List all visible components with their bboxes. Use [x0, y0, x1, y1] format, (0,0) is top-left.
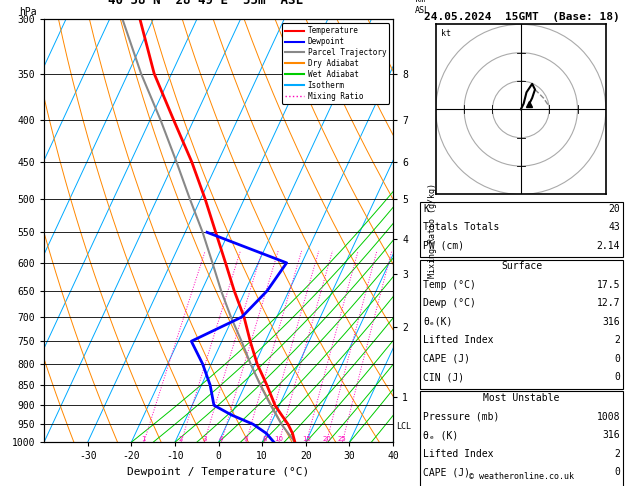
Text: Lifted Index: Lifted Index [423, 335, 494, 346]
Text: Lifted Index: Lifted Index [423, 449, 494, 459]
Text: 2: 2 [615, 335, 620, 346]
Text: 20: 20 [322, 436, 331, 442]
Text: Surface: Surface [501, 261, 542, 272]
Text: 6: 6 [244, 436, 248, 442]
Text: 2: 2 [615, 449, 620, 459]
Text: CIN (J): CIN (J) [423, 372, 464, 382]
Text: 2.14: 2.14 [597, 241, 620, 251]
Text: Totals Totals: Totals Totals [423, 222, 499, 232]
Text: Mixing Ratio (g/kg): Mixing Ratio (g/kg) [428, 183, 437, 278]
Text: 12.7: 12.7 [597, 298, 620, 309]
Text: hPa: hPa [19, 7, 36, 17]
Text: 43: 43 [608, 222, 620, 232]
Text: 3: 3 [202, 436, 206, 442]
Text: 316: 316 [603, 430, 620, 440]
Text: 316: 316 [603, 317, 620, 327]
Text: PW (cm): PW (cm) [423, 241, 464, 251]
Text: Temp (°C): Temp (°C) [423, 280, 476, 290]
Text: Pressure (mb): Pressure (mb) [423, 412, 499, 422]
Text: 0: 0 [615, 467, 620, 477]
Text: 2: 2 [179, 436, 183, 442]
Text: 0: 0 [615, 354, 620, 364]
Legend: Temperature, Dewpoint, Parcel Trajectory, Dry Adiabat, Wet Adiabat, Isotherm, Mi: Temperature, Dewpoint, Parcel Trajectory… [282, 23, 389, 104]
Text: 0: 0 [615, 372, 620, 382]
Text: 1008: 1008 [597, 412, 620, 422]
Text: Most Unstable: Most Unstable [483, 393, 560, 403]
Text: © weatheronline.co.uk: © weatheronline.co.uk [469, 472, 574, 481]
Text: CAPE (J): CAPE (J) [423, 354, 470, 364]
Text: LCL: LCL [397, 421, 411, 431]
Text: 10: 10 [274, 436, 284, 442]
Text: kt: kt [441, 29, 451, 38]
Text: 4: 4 [219, 436, 223, 442]
Text: K: K [423, 204, 429, 214]
Text: θₑ(K): θₑ(K) [423, 317, 453, 327]
Text: 20: 20 [608, 204, 620, 214]
Text: km
ASL: km ASL [415, 0, 430, 15]
Text: 40°58'N  28°49'E  55m  ASL: 40°58'N 28°49'E 55m ASL [108, 0, 304, 7]
Text: 25: 25 [338, 436, 347, 442]
Text: 17.5: 17.5 [597, 280, 620, 290]
X-axis label: Dewpoint / Temperature (°C): Dewpoint / Temperature (°C) [128, 467, 309, 477]
Text: 8: 8 [262, 436, 267, 442]
Text: θₑ (K): θₑ (K) [423, 430, 459, 440]
Text: 15: 15 [302, 436, 311, 442]
Text: Dewp (°C): Dewp (°C) [423, 298, 476, 309]
Text: 1: 1 [142, 436, 146, 442]
Text: CAPE (J): CAPE (J) [423, 467, 470, 477]
Text: 24.05.2024  15GMT  (Base: 18): 24.05.2024 15GMT (Base: 18) [423, 12, 620, 22]
